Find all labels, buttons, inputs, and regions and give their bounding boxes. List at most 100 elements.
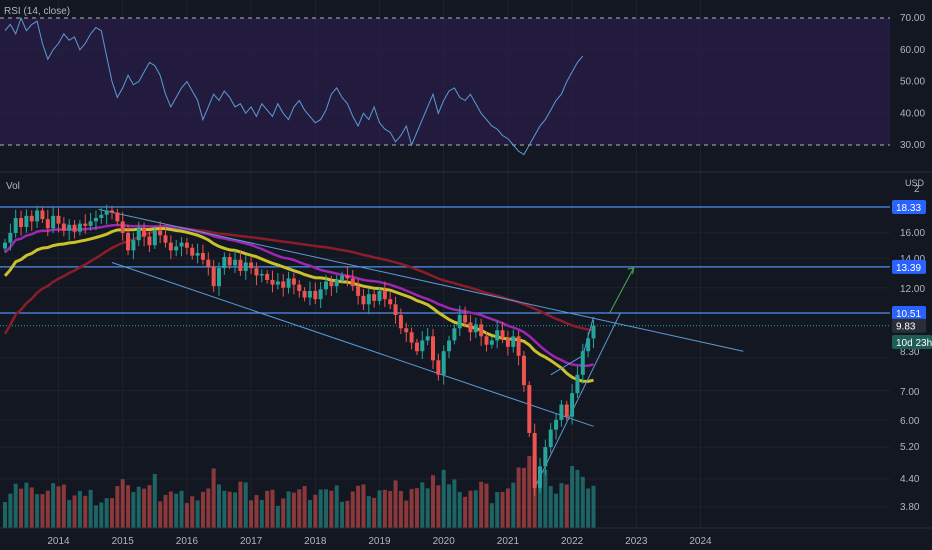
volume-bar	[40, 494, 45, 528]
volume-bar	[484, 483, 489, 528]
candle-body	[329, 281, 334, 287]
candle-body	[468, 322, 473, 333]
volume-bar	[500, 491, 505, 528]
candle-body	[441, 351, 446, 375]
candle-body	[227, 257, 232, 266]
price-axis[interactable]: 70.00 60.00 50.00 40.00 30.00 2 16.00 14.00 12.0…	[900, 13, 925, 513]
volume-bar	[377, 490, 382, 528]
volume-bar	[142, 488, 147, 528]
candle-body	[489, 340, 494, 345]
candle-body	[404, 328, 409, 333]
candle-body	[275, 281, 280, 285]
price-badge	[892, 318, 926, 333]
time-tick-label: 2018	[304, 536, 327, 547]
volume-bar	[425, 488, 430, 528]
time-axis[interactable]: 2014 2015 2016 2017 2018 2019 2020 2021 2022 2023…	[0, 527, 932, 547]
candle-body	[505, 338, 510, 347]
candle-body	[195, 252, 200, 256]
volume-bar	[24, 482, 29, 528]
volume-bar	[200, 491, 205, 528]
volume-bar	[110, 498, 114, 528]
candle-body	[457, 315, 462, 329]
candle-body	[211, 266, 216, 287]
volume-bar	[436, 485, 441, 528]
candle-body	[313, 290, 318, 300]
time-tick-label: 2014	[47, 536, 70, 547]
candle-body	[67, 224, 72, 231]
candle-body	[372, 294, 377, 301]
candle-body	[131, 240, 136, 251]
volume-bar	[61, 484, 66, 528]
volume-bar	[93, 505, 98, 528]
volume-bar	[473, 490, 478, 528]
candle-body	[479, 324, 484, 337]
candle-body	[350, 278, 355, 287]
rsi-tick-label: 50.00	[900, 77, 925, 88]
volume-bar	[249, 500, 254, 528]
candle-body	[179, 242, 184, 247]
candle-body	[281, 281, 286, 288]
candle-body	[420, 340, 425, 352]
candle-body	[447, 340, 452, 352]
vol-title[interactable]: Vol	[6, 181, 20, 192]
rsi-tick-label: 70.00	[900, 13, 925, 24]
time-tick-label: 2023	[625, 536, 648, 547]
volume-bar	[19, 488, 24, 528]
volume-bar	[495, 492, 500, 528]
time-tick-label: 2020	[433, 536, 456, 547]
candle-body	[83, 223, 88, 226]
volume-bar	[334, 485, 339, 528]
volume-bar	[104, 498, 109, 528]
rsi-title[interactable]: RSI (14, close)	[4, 6, 71, 17]
candle-body	[538, 466, 542, 488]
candle-body	[152, 230, 157, 246]
candle-body	[484, 336, 489, 345]
candle-body	[200, 252, 205, 260]
volume-bar	[313, 494, 318, 528]
candle-body	[334, 279, 339, 287]
volume-bar	[521, 467, 526, 528]
candle-body	[307, 290, 312, 298]
volume-bar	[147, 485, 152, 528]
rising-wedge-line	[550, 355, 584, 376]
volume-bar	[414, 488, 419, 528]
time-tick-label: 2022	[561, 536, 584, 547]
price-badge-label: 10.51	[896, 309, 921, 320]
volume-bar	[586, 488, 591, 528]
time-tick-label: 2021	[497, 536, 520, 547]
volume-bar	[126, 485, 131, 528]
price-tick-label: 5.20	[900, 442, 920, 453]
volume-bar	[120, 479, 125, 528]
candle-body	[158, 230, 163, 236]
candle-body	[77, 223, 82, 232]
volume-bar	[554, 493, 559, 528]
candle-body	[318, 289, 323, 300]
candle-body	[104, 210, 109, 215]
volume-bar	[222, 490, 227, 528]
candle-body	[126, 232, 131, 251]
candle-body	[591, 325, 596, 339]
volume-bar	[206, 488, 211, 528]
volume-bar	[8, 493, 13, 528]
volume-bar	[217, 484, 221, 528]
volume-bar	[564, 484, 569, 528]
volume-bar	[29, 487, 34, 528]
volume-bar	[350, 491, 355, 528]
candle-body	[516, 336, 521, 356]
candle-body	[265, 273, 270, 280]
candle-body	[8, 232, 13, 243]
candle-body	[254, 268, 259, 276]
ma-purple-line	[4, 223, 594, 367]
candle-body	[217, 268, 221, 287]
candle-body	[500, 330, 505, 339]
time-tick-label: 2019	[368, 536, 391, 547]
candle-body	[110, 210, 114, 213]
rsi-tick-label: 40.00	[900, 108, 925, 119]
candle-body	[414, 342, 419, 352]
volume-bars	[3, 456, 596, 528]
candle-body	[243, 262, 248, 272]
candle-body	[233, 259, 238, 266]
volume-bar	[511, 482, 516, 528]
volume-bar	[457, 491, 462, 528]
